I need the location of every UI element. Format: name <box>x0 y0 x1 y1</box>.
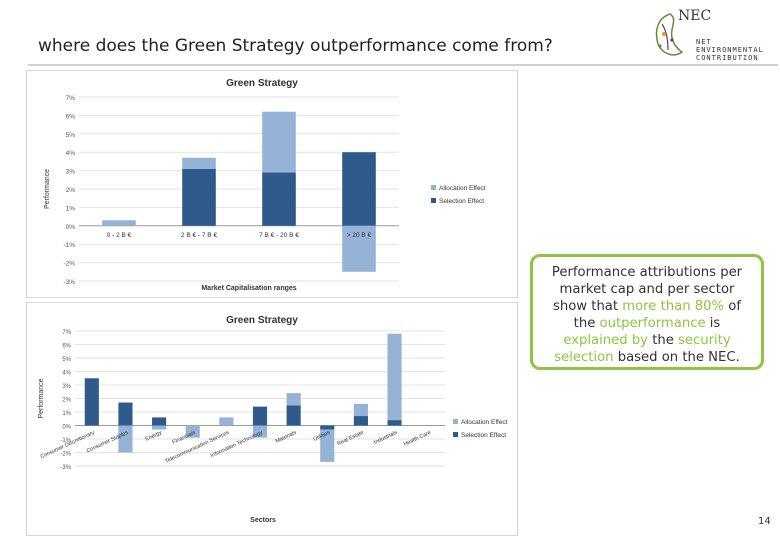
y-tick-label: 5% <box>66 132 76 139</box>
y-tick-label: 2% <box>66 187 76 194</box>
y-tick-label: 6% <box>66 113 76 120</box>
x-category-label: 2 B € - 7 B € <box>181 232 218 239</box>
callout-text-2: of the <box>573 299 741 331</box>
callout-text-3: is <box>705 316 721 331</box>
chart-title: Green Strategy <box>226 78 298 89</box>
y-tick-label: 7% <box>66 95 76 102</box>
legend-swatch-selection <box>453 432 458 437</box>
y-tick-label: 3% <box>62 384 71 390</box>
y-tick-label: -3% <box>60 465 71 471</box>
x-category-label: > 20 B € <box>347 232 372 239</box>
selection-effect-bar <box>387 420 402 426</box>
callout-highlight-1: more than 80% <box>622 299 725 314</box>
allocation-effect-bar <box>387 333 402 421</box>
legend-swatch-allocation <box>453 419 458 424</box>
logo-line-3: CONTRIBUTION <box>696 54 759 62</box>
y-tick-label: 0% <box>62 425 71 431</box>
y-tick-label: 1% <box>66 205 76 212</box>
selection-effect-bar <box>353 416 368 426</box>
nec-logo: NEC NET ENVIRONMENTAL CONTRIBUTION <box>650 8 778 64</box>
selection-effect-bar <box>342 152 376 226</box>
market-cap-chart-panel: -3% -2% -1% 0% 1% 2% 3% 4% 5% 6% 7% Green Strategy P… <box>26 70 518 298</box>
market-cap-chart: -3% -2% -1% 0% 1% 2% 3% 4% 5% 6% 7% Green Strategy P… <box>44 78 486 292</box>
selection-effect-bar <box>182 168 216 226</box>
logo-wordmark: NEC <box>678 8 712 24</box>
selection-effect-bar <box>252 406 268 426</box>
legend-swatch-allocation <box>431 185 436 190</box>
sector-chart-panel: -3% -2% -1% 0% 1% 2% 3% 4% 5% 6% 7% Green Strategy P… <box>26 302 518 536</box>
y-tick-label: -2% <box>60 452 71 458</box>
legend-label-selection: Selection Effect <box>439 198 484 205</box>
callout-text-1: Performance attributions per market cap … <box>551 265 743 314</box>
logo-line-1: NET <box>696 38 712 46</box>
callout-highlight-3: explained by <box>563 333 648 348</box>
chart-title: Green Strategy <box>226 315 298 326</box>
allocation-effect-bar <box>102 220 136 226</box>
legend-label-selection: Selection Effect <box>461 432 506 439</box>
selection-effect-bar <box>152 417 167 426</box>
callout-text-4: the <box>648 333 679 348</box>
slide-title: where does the Green Strategy outperform… <box>38 36 553 56</box>
allocation-effect-bar <box>353 403 368 417</box>
logo-line-2: ENVIRONMENTAL <box>696 46 764 54</box>
y-tick-label: 5% <box>62 357 71 363</box>
y-tick-label: 2% <box>62 398 71 404</box>
y-tick-label: -1% <box>60 438 71 444</box>
y-axis-label: Performance <box>38 378 45 418</box>
selection-effect-bar <box>320 425 335 430</box>
x-category-label: 0 - 2 B € <box>107 232 132 239</box>
legend-label-allocation: Allocation Effect <box>439 185 486 192</box>
legend-label-allocation: Allocation Effect <box>461 419 508 426</box>
summary-callout: Performance attributions per market cap … <box>530 254 764 370</box>
title-divider <box>28 64 778 66</box>
legend-swatch-selection <box>431 198 436 203</box>
y-tick-label: 4% <box>62 371 71 377</box>
allocation-effect-bar <box>219 417 234 426</box>
x-axis-label: Sectors <box>250 517 276 524</box>
callout-text-5: based on the NEC. <box>613 350 740 365</box>
callout-highlight-2: outperformance <box>599 316 706 331</box>
y-tick-label: 6% <box>62 344 71 350</box>
allocation-effect-bar <box>262 111 296 173</box>
y-tick-label: -2% <box>63 261 75 268</box>
x-category-label: 7 B € - 20 B € <box>259 232 299 239</box>
selection-effect-bar <box>118 402 133 426</box>
y-tick-label: 7% <box>62 330 71 336</box>
y-tick-label: 1% <box>62 411 71 417</box>
allocation-effect-bar <box>185 425 200 438</box>
y-tick-label: 4% <box>66 150 76 157</box>
selection-effect-bar <box>286 405 301 426</box>
selection-effect-bar <box>262 172 296 226</box>
allocation-effect-bar <box>286 393 301 406</box>
sector-chart: -3% -2% -1% 0% 1% 2% 3% 4% 5% 6% 7% Green Strategy P… <box>38 315 508 524</box>
y-tick-label: -1% <box>63 242 75 249</box>
page-number: 14 <box>758 516 771 527</box>
selection-effect-bar <box>84 378 99 426</box>
allocation-effect-bar <box>118 425 133 453</box>
y-tick-label: 3% <box>66 169 76 176</box>
allocation-effect-bar <box>152 425 167 430</box>
allocation-effect-bar <box>320 429 335 462</box>
y-tick-label: -3% <box>63 279 75 286</box>
x-axis-label: Market Capitalisation ranges <box>201 285 296 292</box>
allocation-effect-bar <box>182 157 216 169</box>
allocation-effect-bar <box>252 425 268 438</box>
leaf-logo-icon <box>655 13 684 56</box>
y-axis-label: Performance <box>44 169 51 209</box>
y-tick-label: 0% <box>66 224 76 231</box>
allocation-effect-bar <box>342 225 376 272</box>
callout-highlight-4: security selection <box>554 333 731 365</box>
